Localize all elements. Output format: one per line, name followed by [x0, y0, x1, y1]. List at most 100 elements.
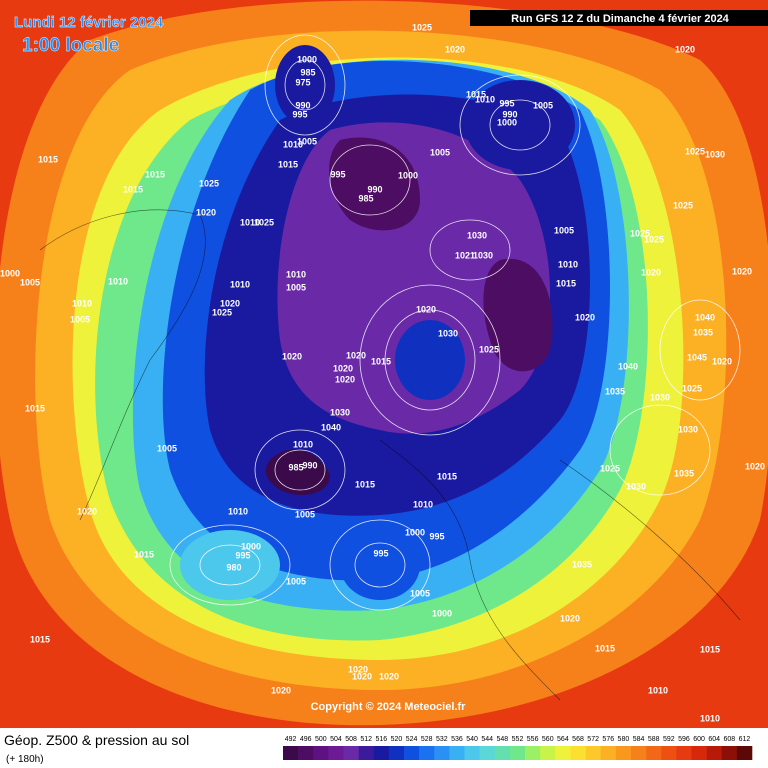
pressure-label: 1005 [286, 282, 306, 292]
pressure-label: 1020 [335, 374, 355, 384]
pressure-label: 1010 [648, 685, 668, 695]
colorbar-cell [479, 746, 496, 760]
pressure-label: 985 [358, 193, 373, 203]
pressure-label: 1030 [330, 407, 350, 417]
pressure-label: 1015 [134, 549, 154, 559]
pressure-label: 1030 [650, 392, 670, 402]
pressure-label: 995 [235, 550, 250, 560]
pressure-label: 1010 [228, 506, 248, 516]
pressure-label: 1035 [693, 327, 713, 337]
pressure-label: 1000 [398, 170, 418, 180]
pressure-label: 1015 [595, 643, 615, 653]
pressure-label: 1010 [240, 217, 260, 227]
colorbar-label: 496 [300, 736, 312, 743]
pressure-label: 1025 [412, 22, 432, 32]
pressure-label: 1020 [346, 350, 366, 360]
colorbar-label: 528 [421, 736, 433, 743]
pressure-label: 1020 [333, 363, 353, 373]
pressure-label: 1020 [352, 671, 372, 681]
colorbar-label: 560 [542, 736, 554, 743]
pressure-label: 1005 [20, 277, 40, 287]
footer-title: Géop. Z500 & pression au sol [4, 732, 189, 748]
pressure-label: 1015 [123, 184, 143, 194]
colorbar-cell [615, 746, 632, 760]
pressure-label: 1005 [157, 443, 177, 453]
pressure-label: 990 [367, 184, 382, 194]
geopotential-field [0, 0, 768, 726]
pressure-label: 1040 [618, 361, 638, 371]
colorbar-cell [721, 746, 738, 760]
colorbar-cell [555, 746, 571, 760]
colorbar-label: 508 [345, 736, 357, 743]
colorbar-label: 580 [618, 736, 630, 743]
pressure-label: 995 [429, 531, 444, 541]
colorbar-label: 600 [693, 736, 705, 743]
colorbar-cell [373, 746, 390, 760]
pressure-label: 1035 [674, 468, 694, 478]
pressure-label: 1005 [533, 100, 553, 110]
pressure-label: 1025 [673, 200, 693, 210]
pressure-label: 1035 [605, 386, 625, 396]
pressure-label: 1020 [282, 351, 302, 361]
pressure-label: 1005 [430, 147, 450, 157]
pressure-label: 1015 [466, 89, 486, 99]
pressure-label: 1020 [732, 266, 752, 276]
pressure-label: 1020 [745, 461, 765, 471]
colorbar-cell [540, 746, 556, 760]
pressure-label: 1010 [413, 499, 433, 509]
pressure-label: 1040 [321, 422, 341, 432]
pressure-label: 1030 [438, 328, 458, 338]
pressure-label: 975 [295, 77, 310, 87]
pressure-label: 1015 [355, 479, 375, 489]
colorbar-cell [388, 746, 405, 760]
colorbar-label: 608 [723, 736, 735, 743]
colorbar-label: 520 [391, 736, 403, 743]
colorbar-cell [343, 746, 359, 760]
colorbar-label: 540 [466, 736, 478, 743]
pressure-label: 1010 [72, 298, 92, 308]
pressure-label: 980 [226, 562, 241, 572]
colorbar-cell [419, 746, 435, 760]
pressure-label: 1025 [685, 146, 705, 156]
pressure-label: 1020 [416, 304, 436, 314]
pressure-label: 1020 [560, 613, 580, 623]
colorbar-cell [570, 746, 586, 760]
pressure-label: 1005 [295, 509, 315, 519]
pressure-label: 1000 [241, 541, 261, 551]
run-banner [470, 10, 768, 26]
colorbar-cell [736, 746, 753, 760]
colorbar-label: 532 [436, 736, 448, 743]
pressure-label: 1020 [379, 671, 399, 681]
pressure-label: 1015 [700, 644, 720, 654]
pressure-label: 995 [373, 548, 388, 558]
footer-lead: (+ 180h) [6, 754, 44, 765]
colorbar-cell [358, 746, 375, 760]
pressure-label: 995 [499, 98, 514, 108]
pressure-label: 1020 [445, 44, 465, 54]
colorbar-cell [404, 746, 420, 760]
pressure-label: 995 [330, 169, 345, 179]
pressure-label: 1015 [556, 278, 576, 288]
colorbar-cell [494, 746, 511, 760]
colorbar-cell [328, 746, 344, 760]
pressure-label: 1015 [371, 356, 391, 366]
pressure-label: 1025 [212, 307, 232, 317]
colorbar-cell [464, 746, 480, 760]
pressure-label: 1030 [467, 230, 487, 240]
pressure-label: 1015 [278, 159, 298, 169]
colorbar-cell [283, 746, 299, 760]
copyright: Copyright © 2024 Meteociel.fr [311, 701, 467, 713]
pressure-label: 1025 [682, 383, 702, 393]
colorbar-cell [661, 746, 677, 760]
pressure-label: 1015 [25, 403, 45, 413]
colorbar-label: 544 [481, 736, 493, 743]
pressure-label: 1025 [644, 234, 664, 244]
colorbar-label: 612 [739, 736, 751, 743]
pressure-label: 990 [502, 109, 517, 119]
pressure-label: 1010 [283, 139, 303, 149]
colorbar-label: 512 [360, 736, 372, 743]
pressure-label: 1000 [0, 268, 20, 278]
pressure-label: 1005 [286, 576, 306, 586]
